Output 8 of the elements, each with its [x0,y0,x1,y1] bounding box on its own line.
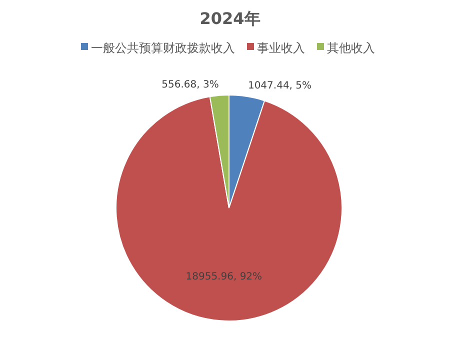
legend-label: 一般公共预算财政拨款收入 [91,41,235,55]
legend-label: 事业收入 [257,41,305,55]
legend-label: 其他收入 [327,41,375,55]
pie-slice [116,96,342,322]
data-label: 18955.96, 92% [186,272,262,283]
chart-title: 2024年 [200,9,260,28]
data-label: 1047.44, 5% [248,80,312,92]
data-label: 556.68, 3% [162,79,219,90]
